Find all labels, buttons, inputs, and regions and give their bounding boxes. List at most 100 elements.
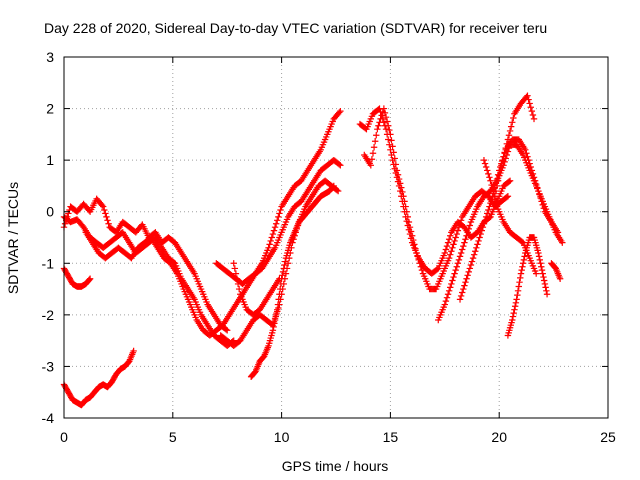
data-point (510, 114, 517, 122)
x-axis-label: GPS time / hours (282, 458, 389, 474)
data-point (378, 112, 385, 119)
data-point (510, 309, 517, 317)
data-point (433, 266, 441, 273)
data-point (541, 280, 549, 288)
data-point (501, 149, 508, 156)
data-point (277, 280, 285, 288)
data-point (445, 287, 453, 294)
data-point (494, 171, 502, 178)
data-point (517, 270, 525, 277)
data-point (337, 107, 344, 115)
data-point (277, 206, 284, 214)
series-trace-c (82, 107, 344, 339)
data-point (534, 184, 541, 191)
data-point (506, 177, 514, 184)
data-point (513, 296, 520, 303)
data-point (494, 177, 502, 184)
data-point (406, 223, 414, 231)
data-point (99, 203, 107, 210)
data-point (463, 275, 470, 282)
data-point (441, 301, 448, 308)
data-point (268, 234, 276, 241)
data-point (530, 174, 538, 181)
data-point (526, 100, 533, 107)
x-tick-label: 15 (383, 429, 399, 445)
data-point (465, 268, 472, 276)
series-trace-q (548, 260, 564, 282)
data-point (527, 104, 534, 111)
data-point (512, 299, 520, 307)
data-point (383, 118, 391, 125)
data-point (393, 167, 401, 174)
data-point (387, 131, 394, 138)
data-point (474, 241, 481, 248)
data-point (538, 263, 545, 270)
data-point (371, 138, 379, 145)
data-point (399, 188, 406, 196)
data-point (489, 186, 496, 193)
data-point (370, 144, 378, 151)
data-point (488, 196, 495, 203)
data-point (468, 258, 476, 265)
data-point (461, 282, 468, 289)
data-point (536, 191, 543, 198)
data-point (509, 313, 517, 320)
data-point (528, 167, 536, 174)
data-point (461, 239, 468, 246)
data-point (481, 160, 489, 167)
data-point (450, 273, 457, 281)
data-point (232, 270, 240, 277)
data-point (270, 227, 278, 234)
data-point (526, 160, 533, 167)
data-point (538, 266, 546, 274)
data-point (509, 316, 516, 324)
data-point (441, 249, 448, 257)
data-point (403, 208, 410, 215)
data-point (493, 182, 501, 190)
data-point (267, 237, 274, 245)
data-point (486, 214, 493, 221)
data-point (528, 107, 536, 115)
data-point (447, 232, 454, 239)
data-point (452, 266, 459, 274)
y-tick-label: -2 (42, 307, 55, 323)
data-point (230, 260, 237, 267)
series-trace-p (504, 234, 551, 339)
data-point (86, 276, 93, 283)
data-point (452, 234, 459, 241)
data-point (487, 199, 494, 207)
data-point (511, 306, 518, 313)
chart-title: Day 228 of 2020, Sidereal Day-to-day VTE… (44, 20, 547, 36)
data-point (130, 347, 137, 355)
data-point (504, 136, 512, 143)
data-point (455, 223, 463, 231)
data-point (407, 228, 415, 235)
data-point (537, 260, 544, 267)
data-point (482, 213, 490, 221)
data-point (413, 249, 420, 257)
data-point (539, 201, 546, 209)
data-point (453, 263, 460, 270)
data-point (402, 203, 409, 210)
x-tick-label: 25 (600, 429, 616, 445)
data-point (536, 256, 544, 264)
data-point (280, 265, 287, 272)
data-point (376, 119, 383, 126)
y-axis-label: SDTVAR / TECUs (5, 182, 21, 294)
data-point (392, 161, 400, 168)
data-point (391, 155, 398, 162)
data-point (373, 132, 380, 139)
data-point (276, 285, 284, 293)
data-point (457, 249, 465, 257)
y-tick-label: -4 (42, 410, 55, 426)
data-point (405, 218, 413, 226)
data-point (554, 229, 562, 236)
data-point (416, 260, 423, 267)
data-point (448, 280, 455, 288)
data-point (498, 162, 505, 169)
data-point (529, 170, 537, 178)
data-point (514, 287, 522, 294)
data-point (455, 256, 463, 264)
data-point (500, 153, 507, 160)
data-point (475, 237, 482, 245)
